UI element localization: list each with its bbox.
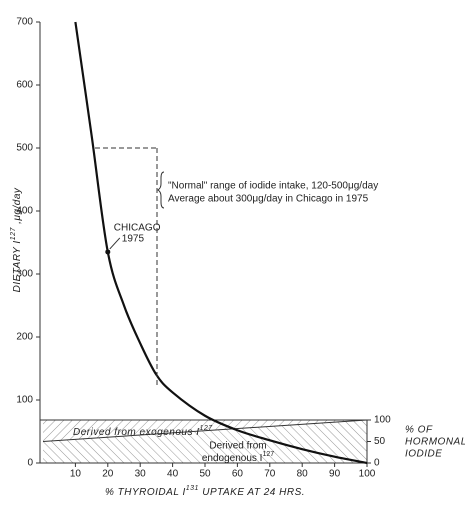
y-tick-label: 0 [27,458,33,469]
y2-axis-label: % OF [405,425,433,436]
y-tick-label: 600 [16,80,33,91]
y2-tick-label: 50 [374,436,386,447]
endogenous-label: Derived from [209,441,266,452]
y-tick-label: 200 [16,332,33,343]
y-tick-label: 400 [16,206,33,217]
y2-axis-label: IODIDE [405,449,442,460]
x-tick-label: 50 [199,469,211,480]
x-tick-label: 70 [264,469,276,480]
y2-tick-label: 100 [374,415,391,426]
exogenous-label-part: Derived from exogenous I [73,427,200,438]
y-tick-label: 500 [16,143,33,154]
x-tick-label: 40 [167,469,179,480]
endogenous-label: endogenous I127 [202,451,274,463]
y2-axis-label: HORMONAL [405,437,465,448]
y-axis-label-part: 127 [10,227,17,241]
normal-range-note: "Normal" range of iodide intake, 120-500… [168,181,378,192]
y2-tick-label: 0 [374,458,380,469]
chicago-label: CHICAGO [114,223,161,234]
exogenous-label-part: 127 [200,425,214,432]
x-tick-label: 60 [232,469,244,480]
x-axis-label: % THYROIDAL I131 UPTAKE AT 24 HRS. [105,485,305,497]
x-axis-label-part: UPTAKE AT 24 HRS. [199,487,305,498]
chicago-label: 1975 [122,234,145,245]
chicago-arrow [109,237,121,250]
curve [74,21,368,465]
x-tick-label: 90 [329,469,341,480]
x-tick-label: 100 [359,469,376,480]
y-axis-label: DIETARY I127 ,μg/day [10,187,22,292]
x-tick-label: 10 [70,469,82,480]
x-axis-label-part: 131 [186,485,199,492]
hormonal-split-line [42,419,368,442]
y-axis-label-part: ,μg/day [12,187,23,227]
x-tick-label: 80 [297,469,309,480]
y-tick-label: 100 [16,395,33,406]
chicago-point [105,249,111,255]
brace [157,171,165,209]
endogenous-label-part: 127 [262,451,274,458]
x-tick-label: 20 [102,469,114,480]
endogenous-region [43,420,367,463]
y-tick-label: 700 [16,17,33,28]
x-axis-label-part: % THYROIDAL I [105,487,186,498]
x-tick-label: 30 [135,469,147,480]
exogenous-label: Derived from exogenous I127 [73,425,213,437]
normal-range-note: Average about 300μg/day in Chicago in 19… [168,194,369,205]
endogenous-label-part: endogenous I [202,453,263,464]
y-axis-label-part: DIETARY I [12,240,23,292]
y-tick-label: 300 [16,269,33,280]
